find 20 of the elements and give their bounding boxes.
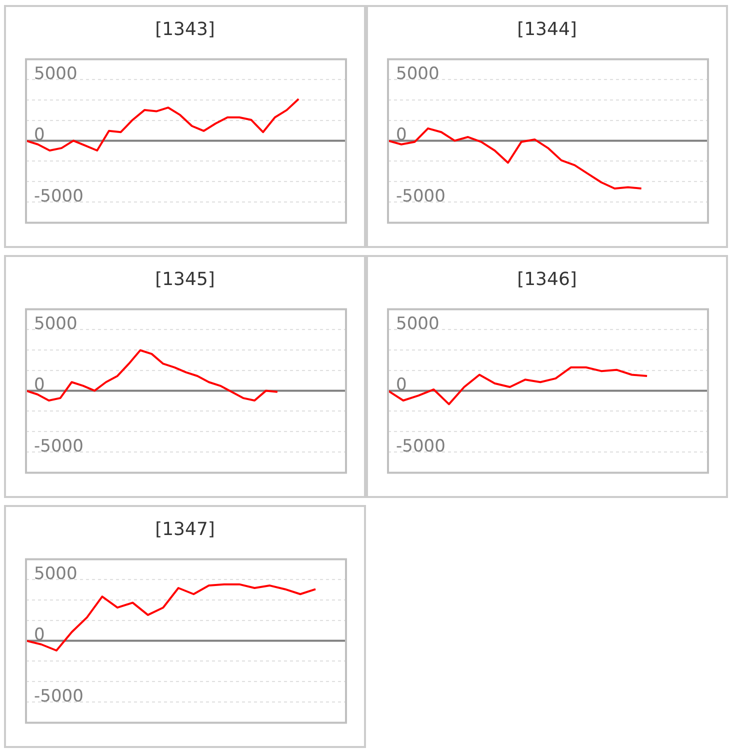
y-tick-label: 0 xyxy=(396,125,407,146)
y-tick-label: 0 xyxy=(34,375,45,396)
y-tick-label: 5000 xyxy=(34,314,78,334)
y-tick-label: 0 xyxy=(396,375,407,396)
y-tick-label: 5000 xyxy=(34,564,78,584)
y-tick-label: 0 xyxy=(34,125,45,146)
y-tick-label: 0 xyxy=(34,625,45,646)
y-tick-label: 5000 xyxy=(34,64,78,84)
chart-title: [1343] xyxy=(154,19,216,40)
y-tick-label: -5000 xyxy=(396,186,446,206)
y-tick-label: -5000 xyxy=(34,186,84,206)
y-tick-label: -5000 xyxy=(34,686,84,706)
y-tick-label: 5000 xyxy=(396,64,440,84)
chart-title: [1345] xyxy=(154,269,216,290)
y-tick-label: -5000 xyxy=(396,436,446,456)
chart-title: [1344] xyxy=(516,19,578,40)
y-tick-label: -5000 xyxy=(34,436,84,456)
chart-title: [1347] xyxy=(154,519,216,540)
y-tick-label: 5000 xyxy=(396,314,440,334)
chart-title: [1346] xyxy=(516,269,578,290)
